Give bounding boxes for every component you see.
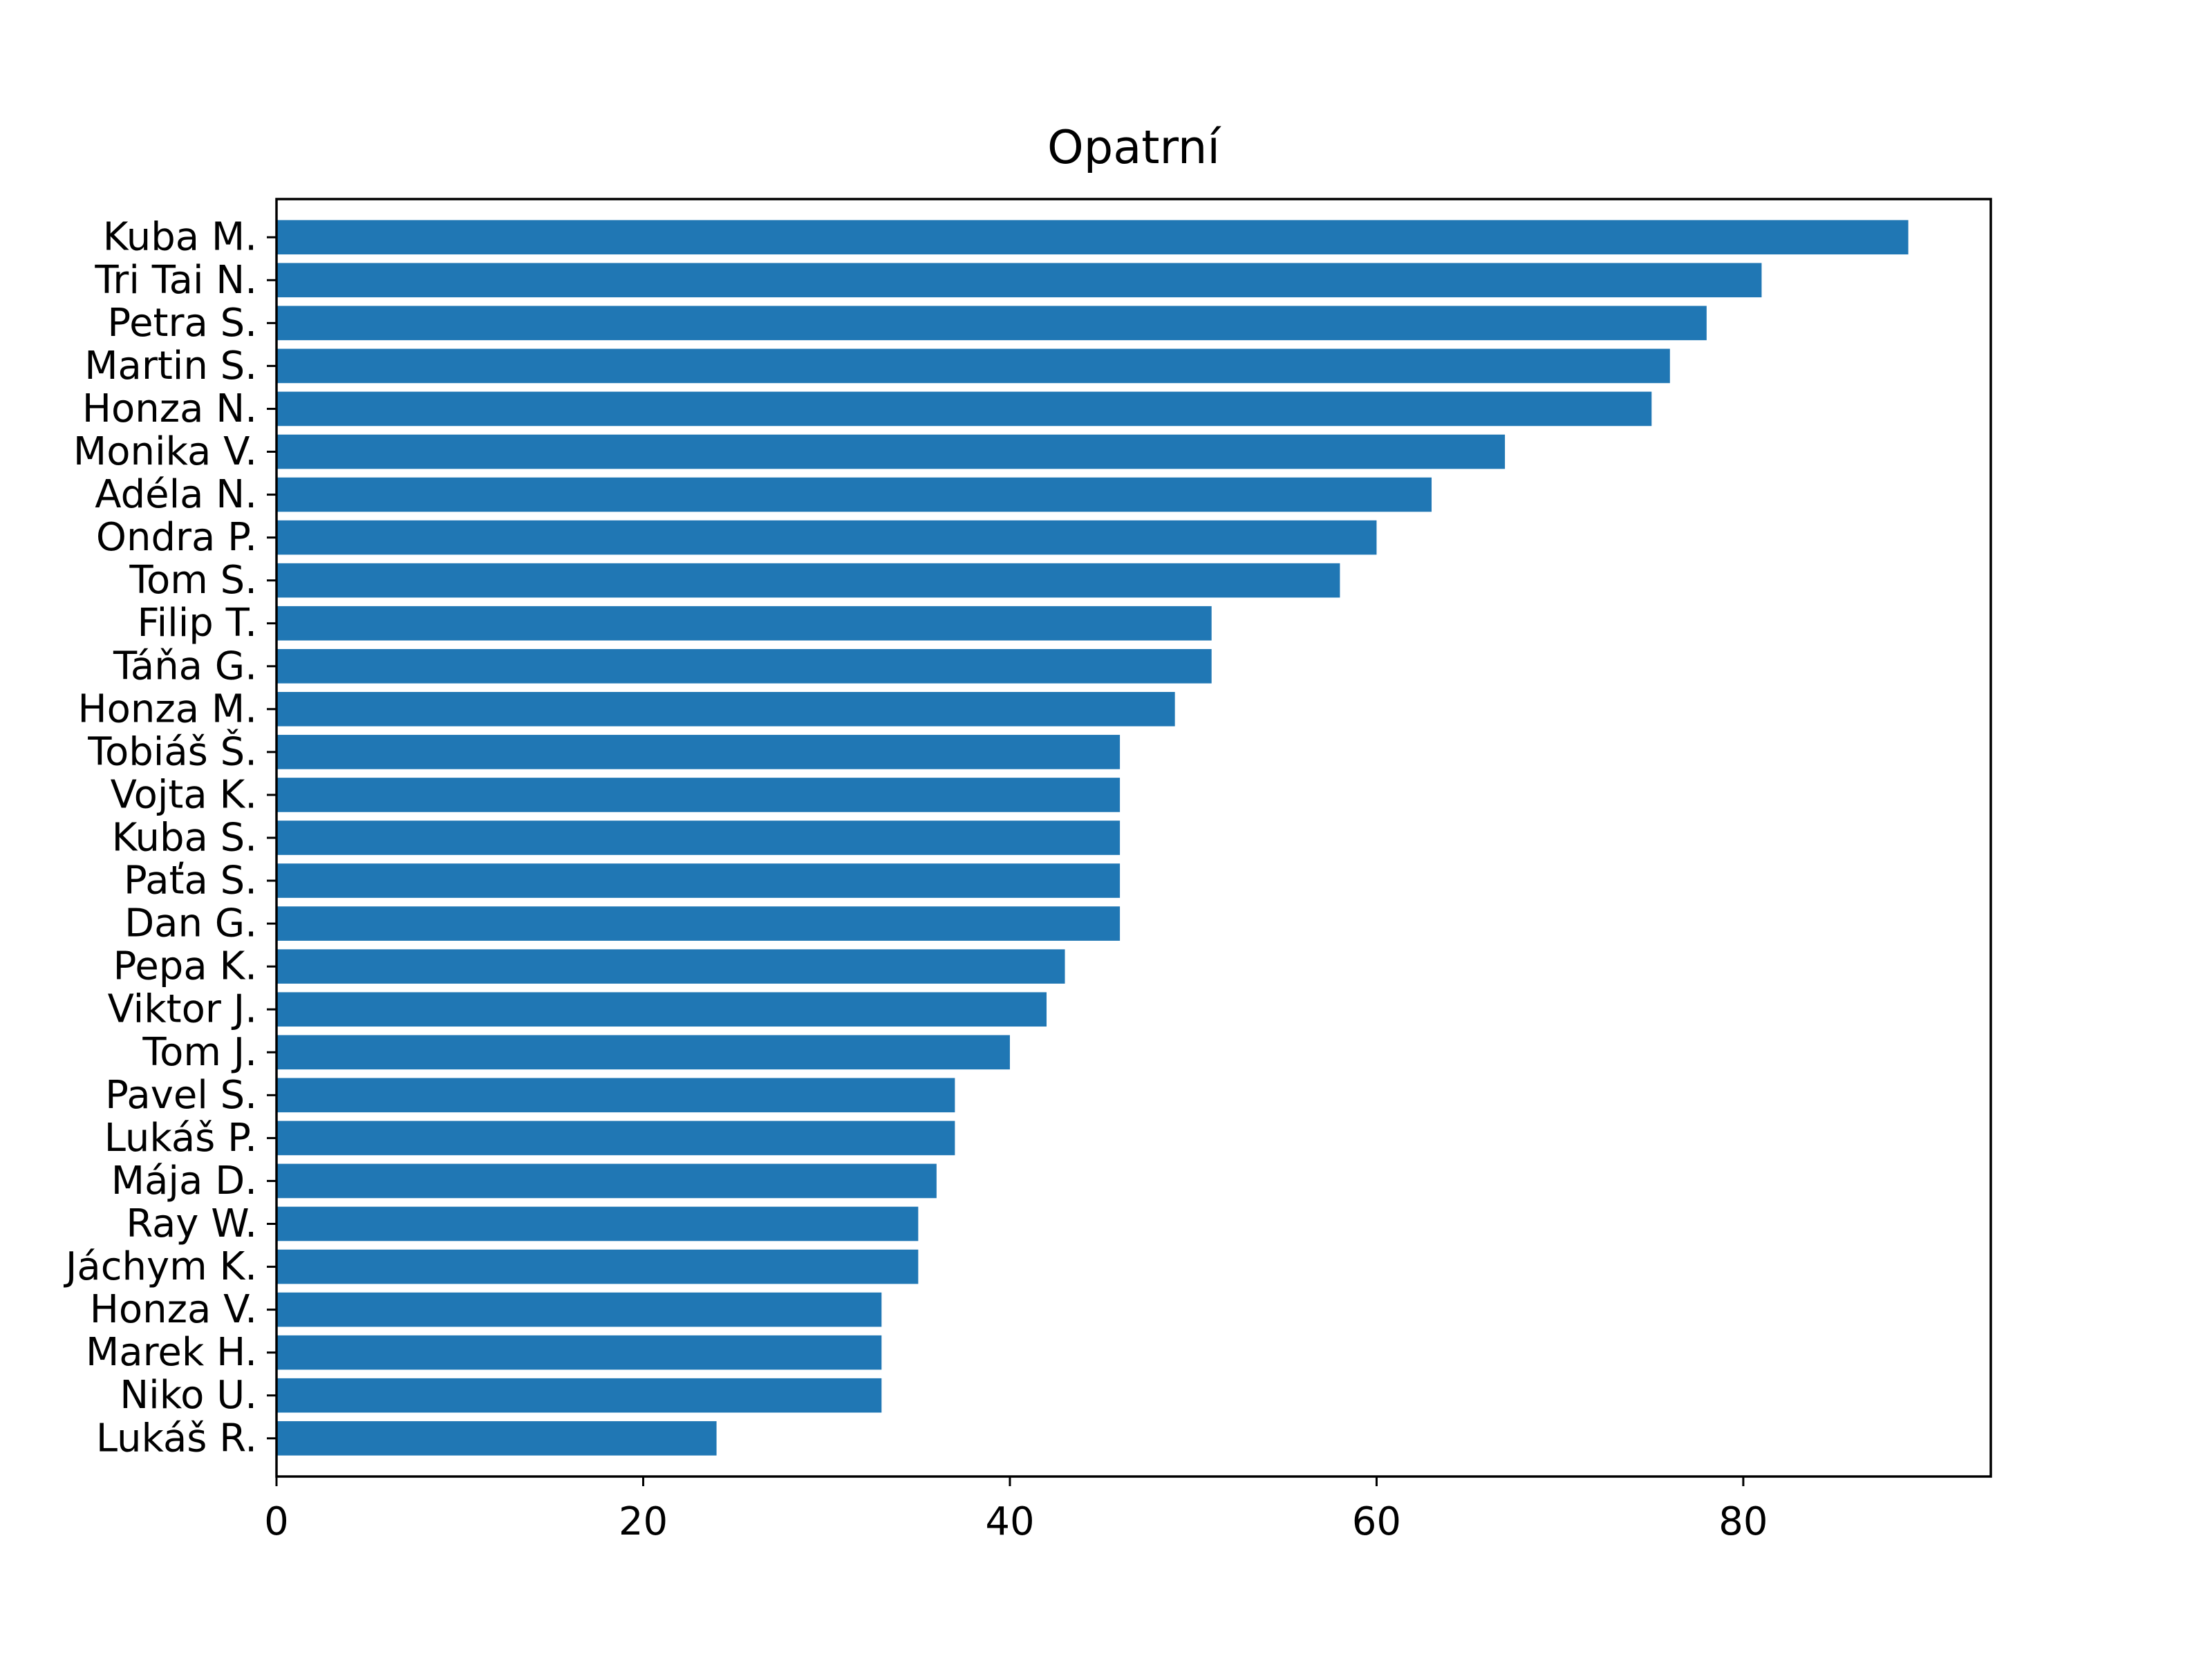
x-tick-label: 60 [1352, 1499, 1401, 1544]
bar [276, 1035, 1010, 1070]
bar [276, 1078, 955, 1113]
y-tick-label: Marek H. [86, 1330, 257, 1375]
chart-title: Opatrní [1047, 120, 1221, 174]
y-tick-label: Vojta K. [111, 772, 257, 817]
plot-frame [275, 198, 1992, 1478]
y-tick-label: Kuba S. [112, 816, 257, 861]
bar [276, 1249, 919, 1284]
y-tick-label: Honza N. [82, 386, 257, 431]
bar [276, 735, 1121, 769]
bar [276, 563, 1340, 598]
y-tick-label: Pavel S. [105, 1073, 257, 1118]
bar [276, 477, 1432, 512]
y-tick-label: Honza M. [78, 686, 258, 731]
y-tick-label: Tom J. [142, 1030, 257, 1075]
bar [276, 821, 1121, 855]
y-tick-label: Martin S. [84, 344, 257, 388]
bar [276, 348, 1670, 384]
y-tick-label: Ondra P. [96, 515, 257, 560]
y-tick-label: Paťa S. [124, 859, 257, 903]
bar [276, 1206, 919, 1241]
x-tick-label: 20 [619, 1499, 668, 1544]
bar [276, 949, 1065, 984]
x-axis-ticks: 0 20 40 60 80 [264, 1477, 1768, 1544]
bar [276, 863, 1121, 898]
y-tick-label: Monika V. [73, 429, 257, 474]
y-tick-label: Lukáš P. [104, 1116, 257, 1161]
y-tick-label: Filip T. [137, 601, 257, 646]
bar [276, 1163, 937, 1199]
y-tick-label: Tri Tai N. [94, 258, 257, 303]
y-tick-label: Mája D. [111, 1159, 257, 1203]
bar [276, 1378, 882, 1413]
y-tick-label: Niko U. [120, 1373, 257, 1418]
y-tick-label: Petra S. [107, 301, 257, 346]
x-tick-label: 80 [1718, 1499, 1768, 1544]
y-tick-label: Kuba M. [103, 215, 257, 260]
bar [276, 778, 1121, 812]
bar [276, 1335, 882, 1370]
bar [276, 1292, 882, 1327]
bar [276, 606, 1212, 641]
bar [276, 692, 1175, 727]
y-tick-label: Lukáš R. [96, 1416, 257, 1461]
bar [276, 906, 1121, 941]
bar [276, 1121, 955, 1156]
bar [276, 391, 1652, 427]
bar [276, 220, 1909, 255]
y-tick-label: Tobiáš Š. [87, 729, 257, 774]
y-tick-label: Pepa K. [113, 944, 257, 989]
y-axis-ticks: Kuba M.Tri Tai N.Petra S.Martin S.Honza … [64, 215, 276, 1461]
bar [276, 648, 1212, 684]
y-tick-label: Ray W. [126, 1201, 257, 1246]
bar [276, 263, 1762, 298]
y-tick-label: Jáchym K. [64, 1244, 257, 1289]
bar [276, 434, 1506, 469]
bar [276, 1421, 717, 1456]
y-tick-label: Táňa G. [113, 644, 257, 688]
x-tick-label: 40 [985, 1499, 1034, 1544]
bar [276, 992, 1047, 1027]
bar [276, 520, 1377, 555]
y-tick-label: Dan G. [124, 901, 257, 946]
bars-layer [276, 220, 1909, 1456]
y-tick-label: Tom S. [129, 558, 257, 603]
bar [276, 306, 1707, 341]
y-tick-label: Adéla N. [95, 472, 257, 517]
y-tick-label: Honza V. [90, 1287, 257, 1332]
x-tick-label: 0 [264, 1499, 289, 1544]
y-tick-label: Viktor J. [108, 987, 257, 1032]
